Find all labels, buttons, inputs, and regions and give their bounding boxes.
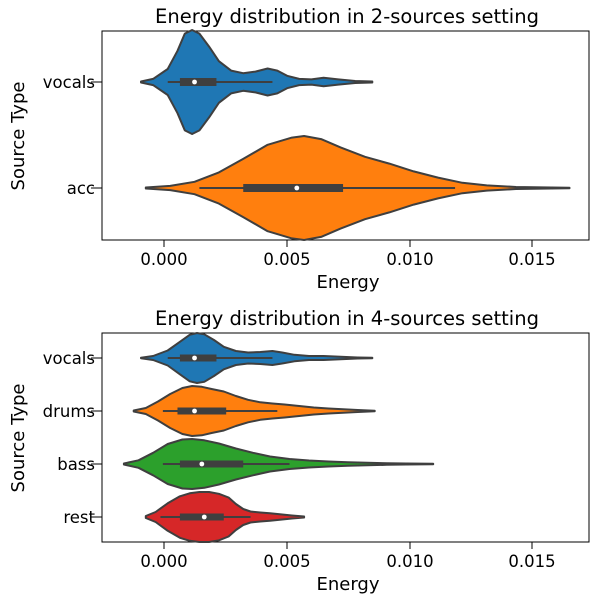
median-dot-rest (201, 514, 207, 520)
median-dot-vocals (192, 355, 197, 361)
median-dot-drums (192, 408, 197, 414)
plot-frame (101, 332, 590, 543)
median-dot-bass (199, 461, 205, 467)
y-tick-label-drums: drums (43, 402, 95, 421)
y-axis-label: Source Type (8, 384, 29, 493)
iqr-box-vocals (179, 78, 217, 86)
y-tick-label-bass: bass (57, 455, 95, 474)
iqr-box-drums (177, 407, 227, 415)
y-tick-label-acc: acc (67, 179, 95, 198)
violin-layer (122, 332, 435, 543)
x-tick-label: 0.010 (386, 250, 433, 269)
x-tick-label: 0.000 (140, 250, 187, 269)
x-tick-label: 0.010 (386, 552, 433, 571)
x-tick-label: 0.005 (263, 250, 310, 269)
iqr-box-vocals (179, 354, 217, 362)
chart-2-sources: Energy distribution in 2-sources setting… (8, 5, 590, 293)
iqr-box-rest (179, 513, 224, 521)
y-tick-label-vocals: vocals (43, 349, 95, 368)
x-tick-label: 0.000 (140, 552, 187, 571)
x-tick-label: 0.015 (508, 250, 555, 269)
violin-layer (140, 29, 571, 241)
chart-title: Energy distribution in 2-sources setting (155, 5, 539, 28)
chart-title: Energy distribution in 4-sources setting (155, 307, 539, 330)
median-dot-acc (294, 185, 300, 191)
x-axis-label: Energy (316, 574, 379, 595)
y-tick-label-vocals: vocals (43, 73, 95, 92)
median-dot-vocals (192, 79, 197, 85)
x-tick-label: 0.015 (508, 552, 555, 571)
x-tick-label: 0.005 (263, 552, 310, 571)
x-axis-label: Energy (316, 272, 379, 293)
iqr-box-bass (179, 460, 244, 468)
y-axis-label: Source Type (8, 82, 29, 191)
iqr-box-acc (243, 184, 344, 192)
chart-4-sources: Energy distribution in 4-sources setting… (8, 307, 590, 595)
plot-frame (101, 30, 590, 241)
y-tick-label-rest: rest (63, 508, 95, 527)
